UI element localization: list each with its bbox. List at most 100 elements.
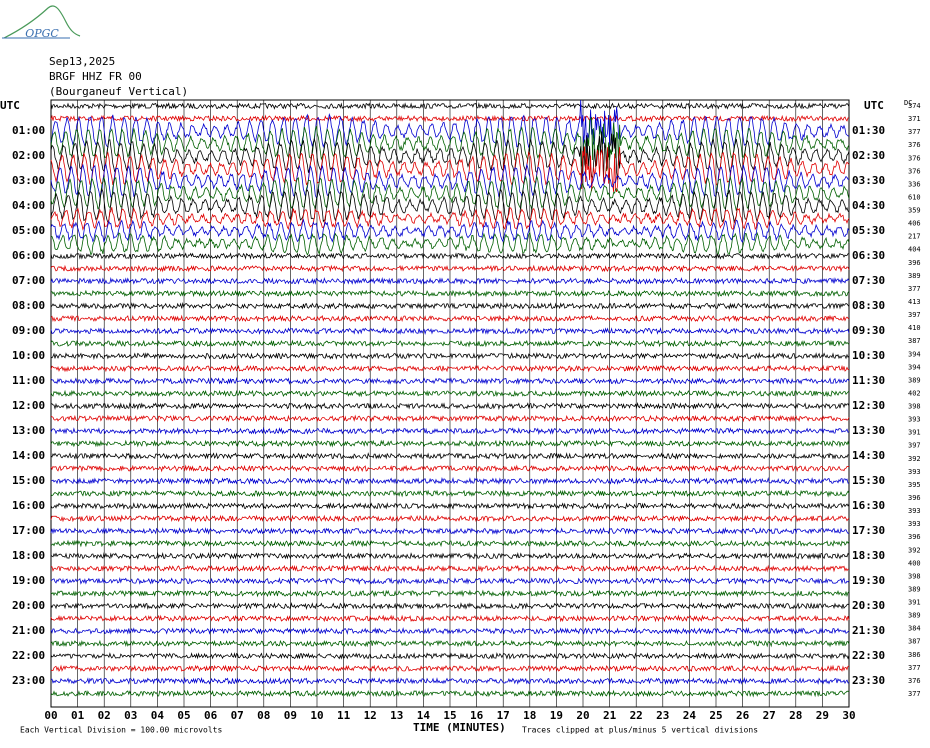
x-tick-label: 24	[683, 709, 697, 722]
left-time-label: 23:00	[12, 674, 45, 687]
dc-value: 396	[908, 533, 921, 541]
trace	[50, 576, 850, 586]
x-tick-label: 06	[204, 709, 218, 722]
dc-value: 396	[908, 494, 921, 502]
trace	[50, 664, 850, 673]
dc-value: 384	[908, 625, 921, 633]
dc-value: 413	[908, 298, 921, 306]
right-time-label: 04:30	[852, 199, 885, 212]
header-station: BRGF HHZ FR 00	[49, 70, 142, 83]
right-time-label: 10:30	[852, 349, 885, 362]
x-tick-label: 04	[151, 709, 165, 722]
right-time-label: 05:30	[852, 224, 885, 237]
x-tick-label: 23	[656, 709, 669, 722]
dc-value: 377	[908, 128, 921, 136]
right-time-label: 02:30	[852, 149, 885, 162]
dc-value: 410	[908, 324, 921, 332]
trace	[50, 302, 850, 310]
dc-value: 397	[908, 442, 921, 450]
x-tick-label: 25	[709, 709, 722, 722]
right-time-label: 13:30	[852, 424, 885, 437]
trace	[50, 252, 850, 260]
trace	[50, 614, 850, 623]
left-time-label: 17:00	[12, 524, 45, 537]
trace	[50, 131, 850, 188]
dc-value: 393	[908, 468, 921, 476]
x-tick-label: 30	[842, 709, 855, 722]
dc-value: 398	[908, 572, 921, 580]
trace	[50, 218, 850, 243]
trace	[50, 564, 849, 573]
dc-value: 393	[908, 416, 921, 424]
trace	[50, 477, 850, 485]
left-time-label: 13:00	[12, 424, 45, 437]
logo-mark	[3, 5, 81, 39]
left-time-label: 03:00	[12, 174, 45, 187]
dc-value: 377	[908, 664, 921, 672]
trace	[50, 114, 849, 123]
left-time-label: 10:00	[12, 349, 45, 362]
x-tick-label: 19	[550, 709, 563, 722]
right-time-label: 19:30	[852, 574, 885, 587]
dc-value: 386	[908, 651, 921, 659]
trace	[50, 389, 850, 398]
dc-value: 371	[908, 115, 921, 123]
trace	[50, 527, 850, 535]
x-tick-label: 27	[763, 709, 776, 722]
dc-value: 393	[908, 520, 921, 528]
trace	[50, 402, 850, 411]
trace	[50, 414, 850, 423]
right-time-label: 20:30	[852, 599, 885, 612]
x-axis-title: TIME (MINUTES)	[413, 721, 506, 734]
trace	[50, 676, 850, 686]
trace	[50, 426, 850, 436]
x-tick-label: 17	[497, 709, 510, 722]
trace	[50, 327, 850, 336]
dc-value: 395	[908, 481, 921, 489]
left-time-label: 20:00	[12, 599, 45, 612]
dc-value: 389	[908, 612, 921, 620]
x-tick-label: 03	[124, 709, 137, 722]
left-time-label: 02:00	[12, 149, 45, 162]
left-time-label: 06:00	[12, 249, 45, 262]
trace	[50, 501, 850, 510]
dc-value: 359	[908, 207, 921, 215]
dc-value: 389	[908, 272, 921, 280]
trace	[50, 364, 850, 373]
dc-value: 376	[908, 154, 921, 162]
footer-left: Each Vertical Division = 100.00 microvol…	[20, 726, 222, 735]
dc-value: 394	[908, 350, 921, 358]
x-tick-label: 01	[71, 709, 85, 722]
dc-value: 389	[908, 585, 921, 593]
dc-value: 406	[908, 220, 921, 228]
trace	[50, 589, 850, 598]
x-tick-label: 20	[576, 709, 589, 722]
right-time-label: UTC	[864, 99, 884, 112]
left-time-label: 12:00	[12, 399, 45, 412]
right-time-label: 23:30	[852, 674, 885, 687]
dc-value: 217	[908, 233, 921, 241]
right-time-label: 09:30	[852, 324, 885, 337]
x-tick-label: 08	[257, 709, 270, 722]
dc-value: 376	[908, 677, 921, 685]
x-tick-label: 07	[231, 709, 244, 722]
right-time-label: 22:30	[852, 649, 885, 662]
x-tick-label: 16	[470, 709, 484, 722]
left-time-label: 09:00	[12, 324, 45, 337]
right-time-label: 17:30	[852, 524, 885, 537]
x-tick-label: 11	[337, 709, 351, 722]
dc-value: 404	[908, 246, 921, 254]
left-time-label: 05:00	[12, 224, 45, 237]
trace	[50, 376, 850, 385]
right-time-label: 18:30	[852, 549, 885, 562]
right-time-label: 06:30	[852, 249, 885, 262]
left-time-label: 07:00	[12, 274, 45, 287]
x-tick-label: 10	[310, 709, 323, 722]
left-time-label: 01:00	[12, 124, 45, 137]
dc-value: 377	[908, 690, 921, 698]
logo-text: OPGC	[25, 27, 59, 40]
right-time-label: 16:30	[852, 499, 885, 512]
dc-value: 392	[908, 455, 921, 463]
x-tick-label: 28	[789, 709, 802, 722]
dc-value: 374	[908, 102, 921, 110]
